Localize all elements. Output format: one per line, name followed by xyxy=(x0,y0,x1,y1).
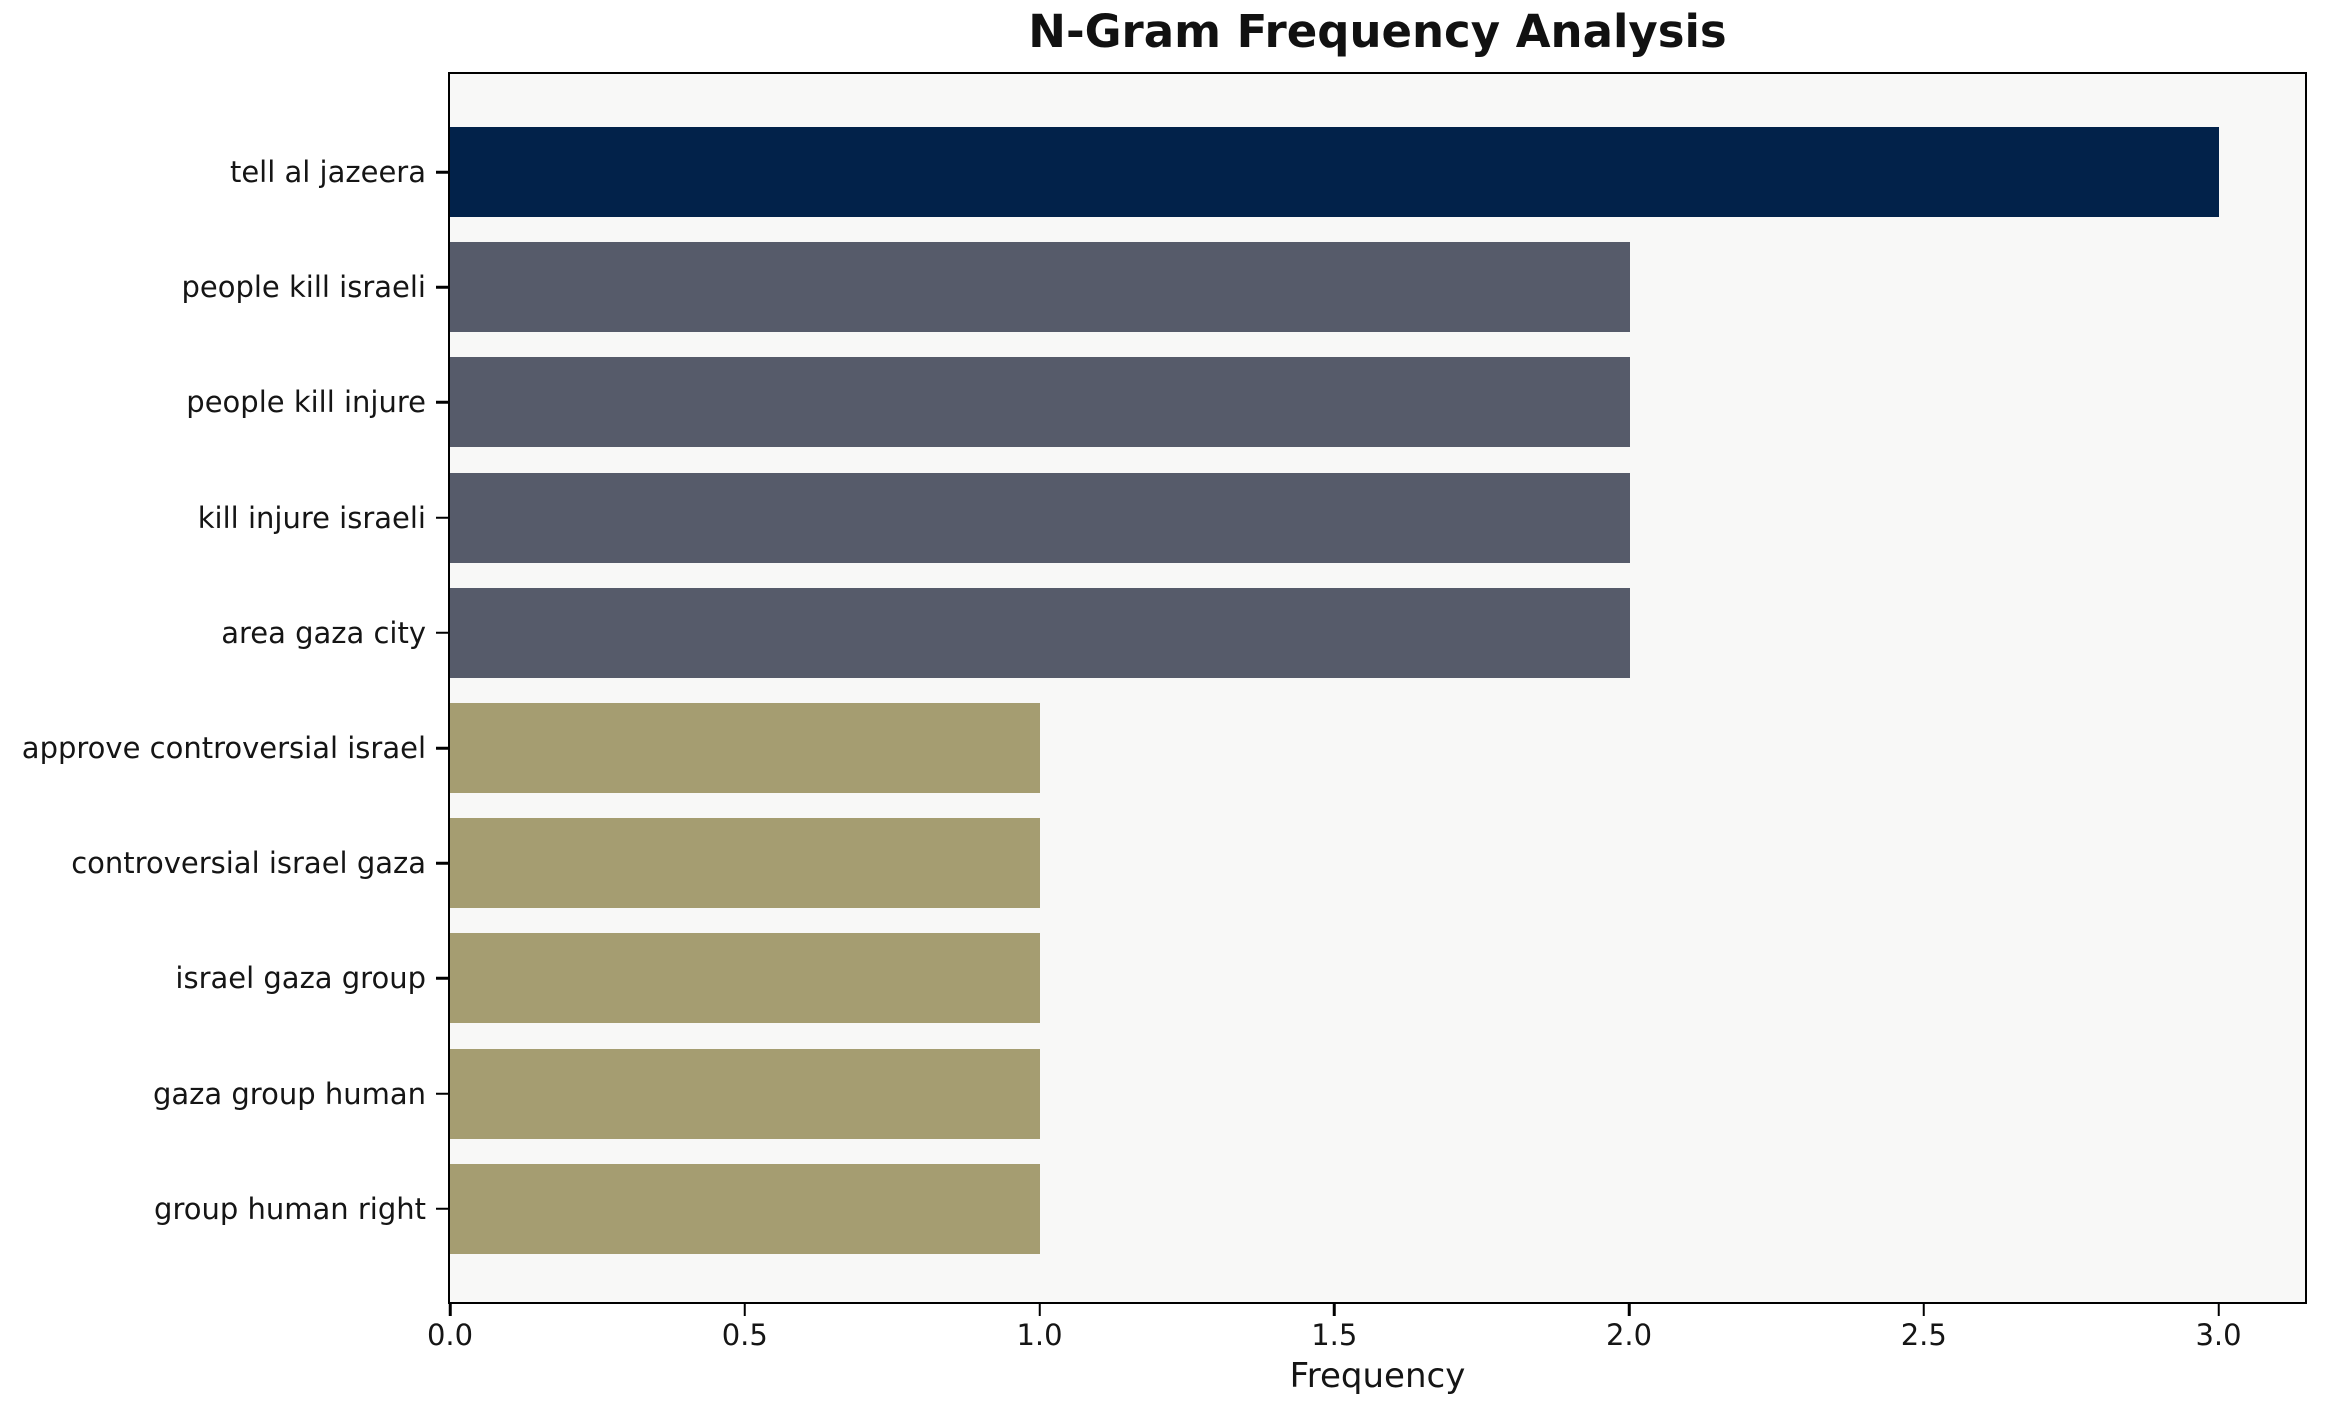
x-tick-label: 2.0 xyxy=(1605,1318,1653,1352)
bar-row: approve controversial israel xyxy=(22,703,2305,793)
y-tick-label: israel gaza group xyxy=(175,961,426,996)
y-tick-mark xyxy=(435,516,448,519)
x-tick-mark xyxy=(1627,1304,1631,1316)
plot-area: tell al jazeera people kill israeli people… xyxy=(22,72,2307,1304)
x-tick-label: 2.5 xyxy=(1900,1318,1947,1352)
y-tick-mark xyxy=(435,401,448,404)
bar-row: israel gaza group xyxy=(175,933,2305,1024)
y-tick-label: kill injure israeli xyxy=(197,500,426,535)
bar-row: people kill israeli xyxy=(181,242,2305,333)
bar xyxy=(450,1163,1040,1254)
bar-row: group human right xyxy=(154,1163,2305,1254)
bar-row: controversial israel gaza xyxy=(71,818,2305,909)
x-tick-label: 3.0 xyxy=(2195,1318,2242,1352)
y-tick-label: people kill injure xyxy=(186,385,426,420)
bar xyxy=(450,357,1630,448)
y-tick-mark xyxy=(435,746,448,750)
y-tick-mark xyxy=(435,170,448,174)
y-tick-label: tell al jazeera xyxy=(229,155,426,189)
y-tick-label: people kill israeli xyxy=(181,270,426,305)
bar-row: tell al jazeera xyxy=(230,127,2305,217)
bar xyxy=(450,127,2220,217)
bar-row: gaza group human xyxy=(153,1048,2305,1139)
y-tick-label: gaza group human xyxy=(153,1076,426,1111)
y-tick-label: controversial israel gaza xyxy=(71,846,426,881)
bar xyxy=(450,818,1040,909)
x-tick-mark xyxy=(743,1304,746,1316)
y-tick-mark xyxy=(435,631,448,635)
x-tick-mark xyxy=(1038,1304,1041,1316)
bar xyxy=(450,472,1630,563)
x-tick-label: 1.0 xyxy=(1016,1318,1063,1352)
bar xyxy=(450,1048,1040,1139)
x-tick-mark xyxy=(2217,1304,2220,1316)
bar xyxy=(450,933,1040,1024)
bar xyxy=(450,703,1040,793)
y-tick-label: group human right xyxy=(154,1191,426,1226)
y-tick-mark xyxy=(435,861,448,865)
chart-title: N-Gram Frequency Analysis xyxy=(1028,5,1727,58)
x-tick-mark xyxy=(1922,1304,1926,1316)
y-tick-label: approve controversial israel xyxy=(21,731,426,765)
bar-row: kill injure israeli xyxy=(198,472,2305,563)
y-tick-mark xyxy=(435,285,448,289)
x-axis-title: Frequency xyxy=(1289,1356,1466,1396)
x-tick-label: 0.0 xyxy=(426,1318,474,1352)
x-tick-label: 1.5 xyxy=(1311,1318,1358,1352)
y-tick-mark xyxy=(435,1207,448,1211)
bar xyxy=(450,587,1630,678)
x-tick-mark xyxy=(1333,1304,1336,1316)
y-tick-mark xyxy=(435,1092,448,1095)
bar-row: area gaza city xyxy=(221,587,2305,678)
y-tick-label: area gaza city xyxy=(221,615,426,650)
bar xyxy=(450,242,1630,333)
x-tick-label: 0.5 xyxy=(721,1318,768,1352)
x-tick-mark xyxy=(448,1304,452,1316)
x-axis: 0.0 0.5 1.0 1.5 2.0 2.5 3.0 xyxy=(427,1304,2304,1364)
bar-row: people kill injure xyxy=(186,357,2305,448)
y-tick-mark xyxy=(435,977,448,980)
